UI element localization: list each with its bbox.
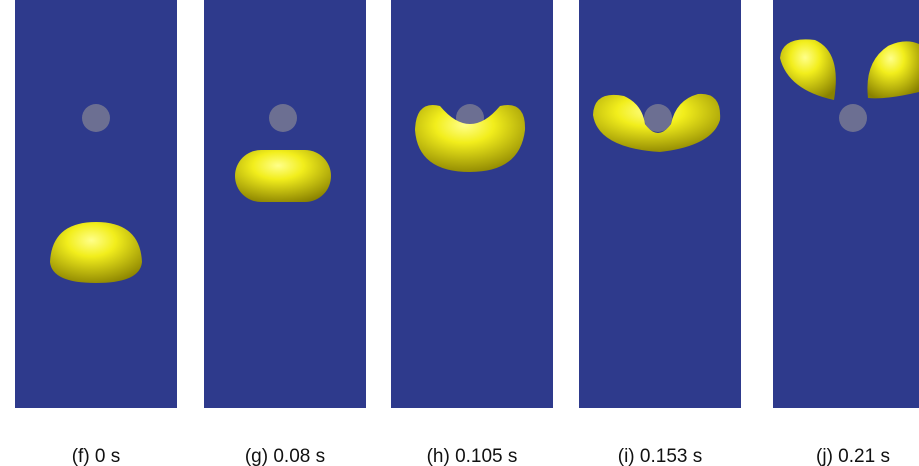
domain <box>579 0 741 408</box>
domain <box>204 0 366 408</box>
domain <box>391 0 553 408</box>
obstacle <box>269 104 297 132</box>
domain <box>15 0 177 408</box>
obstacle <box>82 104 110 132</box>
panel-label: (h) 0.105 s <box>427 446 518 466</box>
panel-i <box>579 0 741 408</box>
droplet <box>50 222 142 283</box>
panel-label: (g) 0.08 s <box>245 446 325 466</box>
obstacle <box>644 104 672 132</box>
panel-label: (i) 0.153 s <box>618 446 702 466</box>
panel-g <box>204 0 366 408</box>
panel-label: (j) 0.21 s <box>816 446 890 466</box>
panel-j <box>773 0 919 408</box>
droplet <box>235 150 331 202</box>
obstacle <box>839 104 867 132</box>
panel-h <box>391 0 553 408</box>
figure: (f) 0 s (g) 0.08 s (h) 0.105 s (i) 0.153… <box>0 0 919 466</box>
panel-label: (f) 0 s <box>72 446 121 466</box>
panel-f <box>15 0 177 408</box>
